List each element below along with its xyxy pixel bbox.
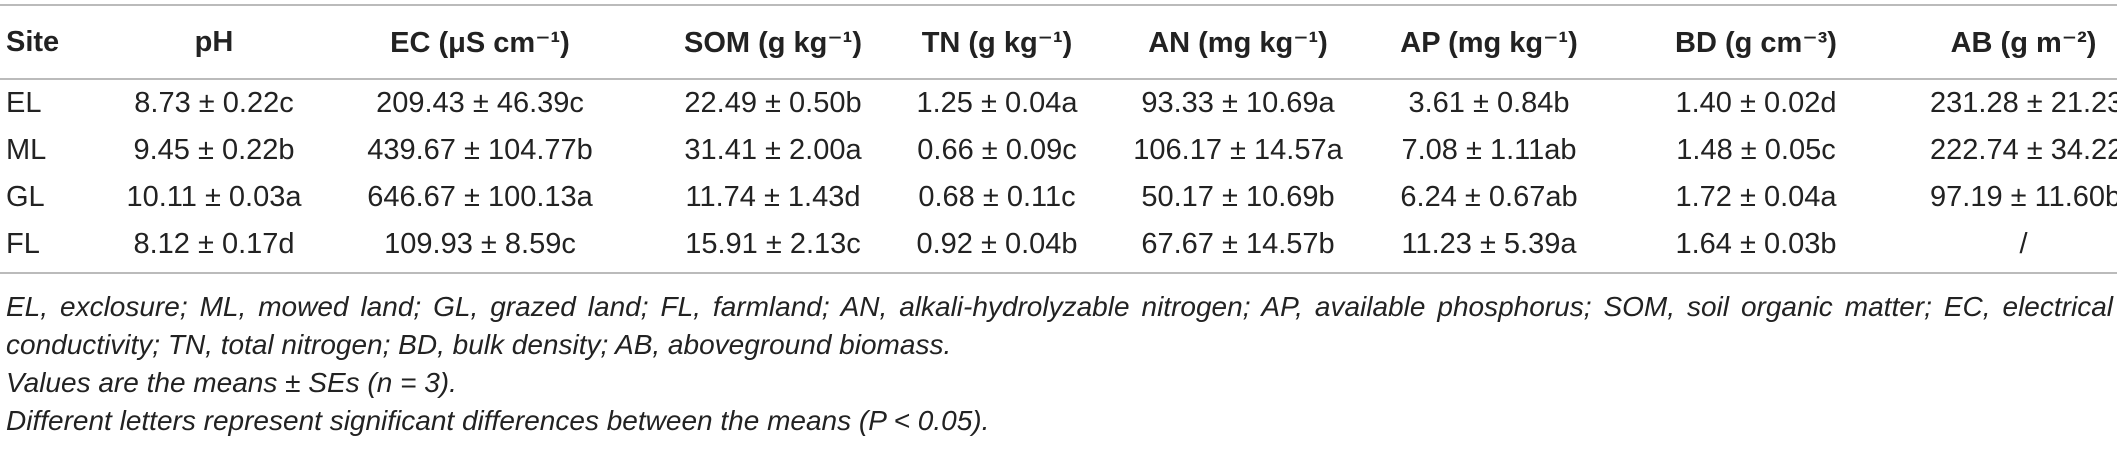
footnote: Values are the means ± SEs (n = 3).: [6, 367, 457, 398]
cell: /: [1930, 221, 2117, 274]
cell: 231.28 ± 21.23a: [1930, 87, 2117, 119]
cell: 0.68 ± 0.11c: [918, 181, 1076, 213]
cell: 1.64 ± 0.03b: [1582, 221, 1930, 274]
cell: 11.23 ± 5.39a: [1396, 221, 1582, 274]
cell: 22.49 ± 0.50b: [684, 87, 862, 119]
cell: 10.11 ± 0.03a: [126, 181, 302, 213]
cell: 1.40 ± 0.02d: [1675, 87, 1837, 119]
notes: EL, exclosure; ML, mowed land; GL, graze…: [0, 288, 2117, 440]
row-label: EL: [6, 87, 42, 119]
cell: 67.67 ± 14.57b: [1080, 221, 1396, 274]
cell: 11.74 ± 1.43d: [685, 181, 861, 213]
header-cell: AN (mg kg⁻¹): [1080, 4, 1396, 80]
cell: 1.25 ± 0.04a: [916, 87, 1078, 119]
header-cell: AP (mg kg⁻¹): [1396, 4, 1582, 80]
header-row: Site pH EC (μS cm⁻¹) SOM (g kg⁻¹) TN (g kg⁻¹…: [0, 4, 2117, 80]
header-cell: AB (g m⁻²): [1930, 4, 2117, 80]
cell: 97.19 ± 11.60b: [1930, 181, 2117, 213]
cell: 3.61 ± 0.84b: [1408, 87, 1570, 119]
cell: 50.17 ± 10.69b: [1141, 181, 1335, 213]
table-row: GL 10.11 ± 0.03a 646.67 ± 100.13a 11.74 ± 1…: [0, 174, 2117, 221]
header-cell: TN (g kg⁻¹): [914, 4, 1080, 80]
row-label: GL: [6, 181, 45, 213]
cell: 9.45 ± 0.22b: [133, 134, 295, 166]
cell: 106.17 ± 14.57a: [1133, 134, 1343, 166]
data-table: Site pH EC (μS cm⁻¹) SOM (g kg⁻¹) TN (g kg⁻¹…: [0, 4, 2117, 274]
row-label: FL: [0, 221, 100, 274]
cell: 6.24 ± 0.67ab: [1400, 181, 1578, 213]
header-cell: EC (μS cm⁻¹): [328, 4, 632, 80]
header-cell: SOM (g kg⁻¹): [632, 4, 914, 80]
row-label: ML: [6, 134, 47, 166]
cell: 646.67 ± 100.13a: [367, 181, 593, 213]
footnote: Different letters represent significant …: [6, 405, 990, 436]
cell: 31.41 ± 2.00a: [684, 134, 862, 166]
cell: 109.93 ± 8.59c: [328, 221, 632, 274]
cell: 209.43 ± 46.39c: [376, 87, 584, 119]
cell: 1.48 ± 0.05c: [1676, 134, 1836, 166]
cell: 93.33 ± 10.69a: [1141, 87, 1335, 119]
cell: 222.74 ± 34.22a: [1930, 134, 2117, 166]
table-row: ML 9.45 ± 0.22b 439.67 ± 104.77b 31.41 ± 2.…: [0, 127, 2117, 174]
cell: 439.67 ± 104.77b: [367, 134, 593, 166]
cell: 0.66 ± 0.09c: [917, 134, 1077, 166]
cell: 7.08 ± 1.11ab: [1401, 134, 1577, 166]
table-body: EL 8.73 ± 0.22c 209.43 ± 46.39c 22.49 ± 0.5…: [0, 79, 2117, 274]
cell: 8.12 ± 0.17d: [100, 221, 328, 274]
table-row: FL 8.12 ± 0.17d 109.93 ± 8.59c 15.91 ± 2.13…: [0, 221, 2117, 274]
header-cell: Site: [0, 4, 100, 80]
header-cell: pH: [100, 4, 328, 80]
cell: 15.91 ± 2.13c: [632, 221, 914, 274]
footnote: EL, exclosure; ML, mowed land; GL, graze…: [6, 291, 2113, 360]
cell: 8.73 ± 0.22c: [134, 87, 294, 119]
header-cell: BD (g cm⁻³): [1582, 4, 1930, 80]
cell: 1.72 ± 0.04a: [1675, 181, 1837, 213]
table-row: EL 8.73 ± 0.22c 209.43 ± 46.39c 22.49 ± 0.5…: [0, 79, 2117, 127]
cell: 0.92 ± 0.04b: [914, 221, 1080, 274]
